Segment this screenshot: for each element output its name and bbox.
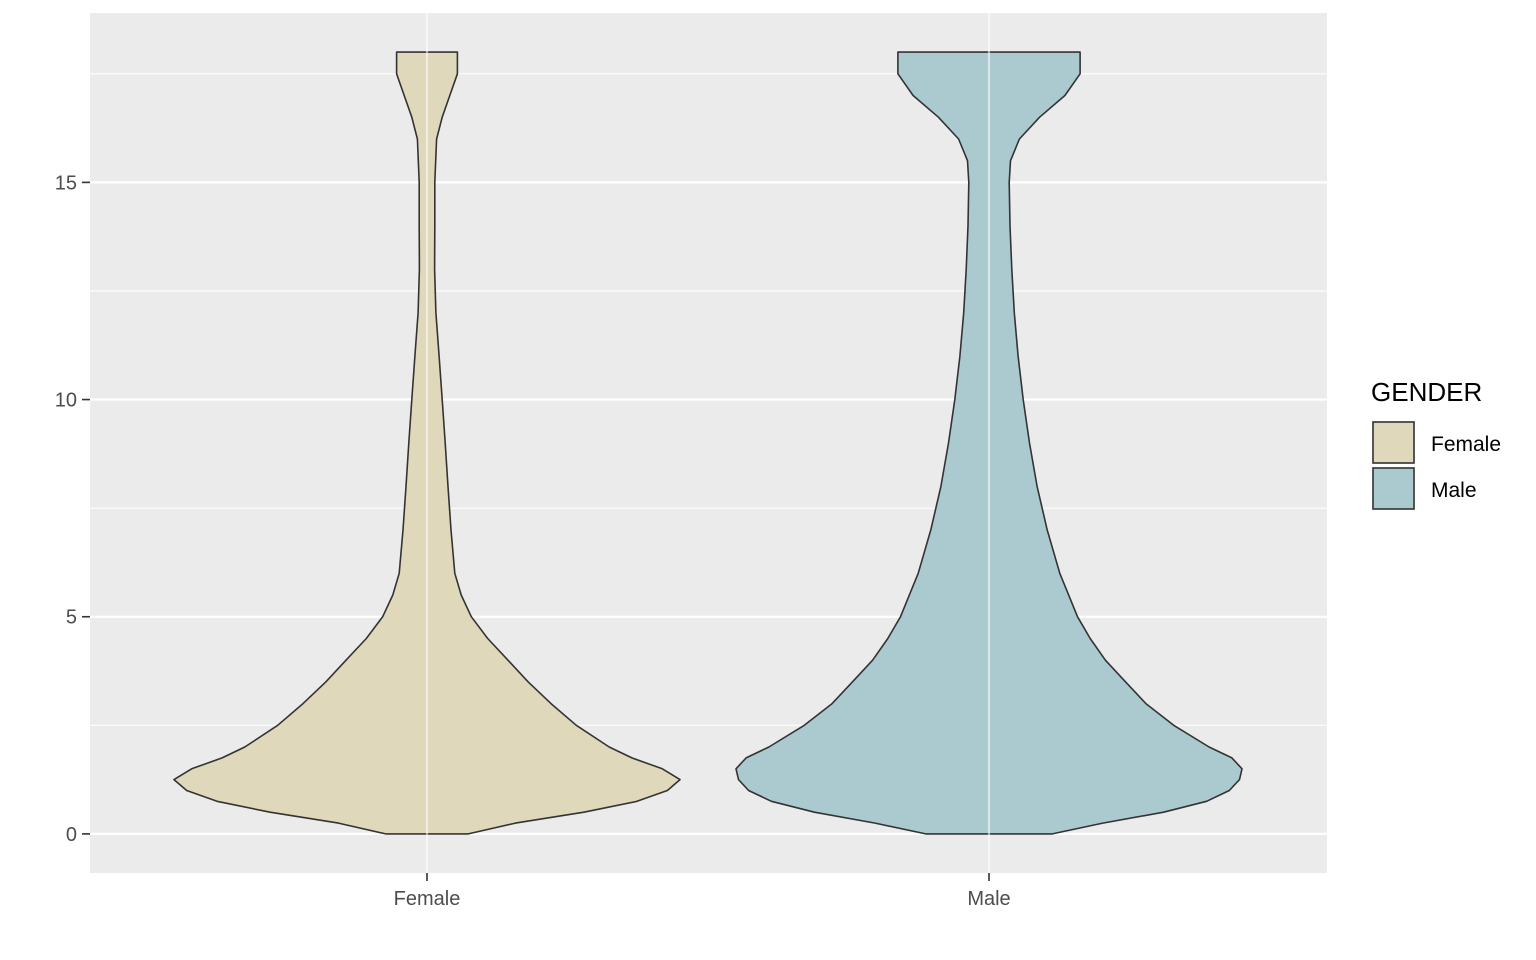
legend-key-male <box>1373 468 1414 509</box>
legend: GENDER Female Male <box>1371 377 1501 510</box>
x-tick-label: Female <box>394 888 461 910</box>
y-axis: 0 5 10 15 <box>55 172 90 846</box>
x-axis: Female Male <box>394 873 1011 910</box>
y-tick-label: 0 <box>66 824 77 846</box>
legend-key-female <box>1373 422 1414 463</box>
legend-label: Male <box>1431 479 1477 502</box>
legend-label: Female <box>1431 433 1501 456</box>
y-tick-label: 5 <box>66 607 77 629</box>
y-tick-label: 10 <box>55 390 77 412</box>
x-tick-label: Male <box>967 888 1010 910</box>
legend-title: GENDER <box>1371 377 1482 407</box>
y-tick-label: 15 <box>55 172 77 194</box>
